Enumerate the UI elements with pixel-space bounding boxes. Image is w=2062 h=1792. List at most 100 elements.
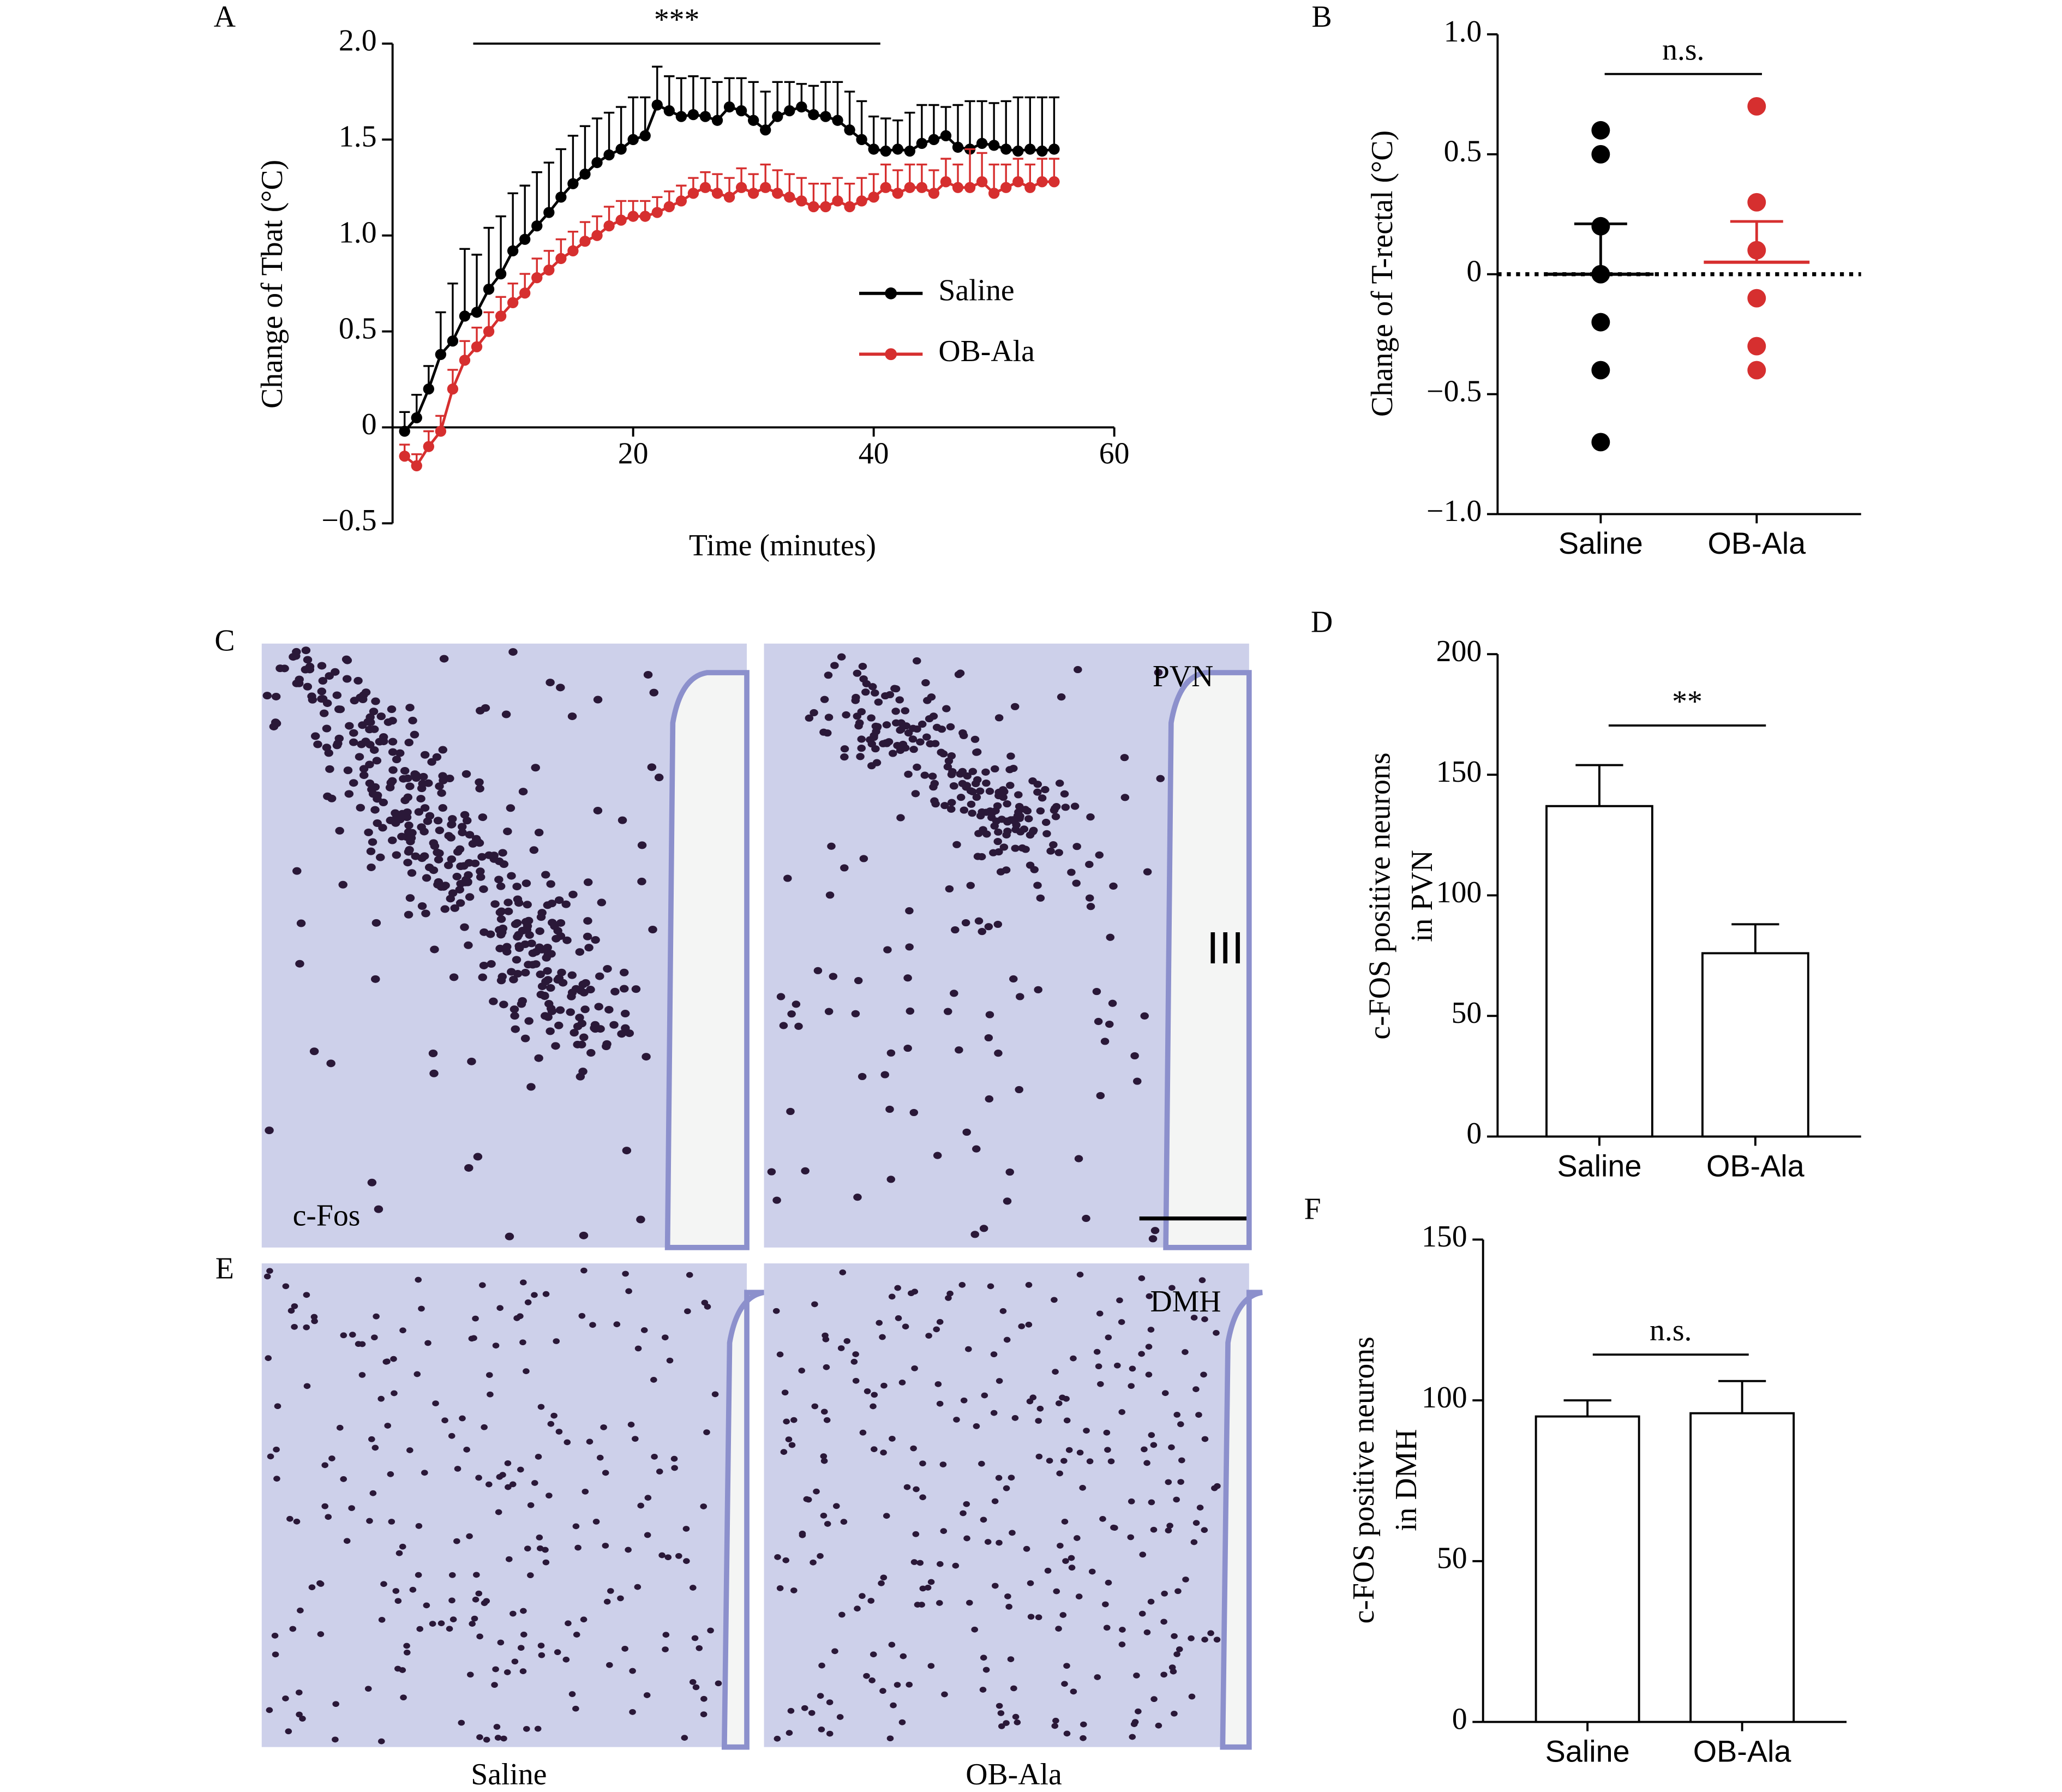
data-point	[519, 233, 531, 245]
stained-cell	[547, 900, 556, 908]
stained-cell	[644, 1495, 652, 1501]
stained-cell	[1201, 1316, 1208, 1322]
stained-cell	[459, 1415, 466, 1422]
stained-cell	[960, 1397, 968, 1404]
stained-cell	[1004, 1593, 1011, 1599]
stained-cell	[943, 1008, 952, 1015]
series-line	[403, 103, 1054, 433]
stained-cell	[1094, 1674, 1101, 1680]
y-axis-label: Change of Tbat (°C)	[255, 160, 289, 409]
stained-cell	[357, 740, 366, 748]
x-tick-label: 60	[1099, 437, 1130, 471]
stained-cell	[274, 1403, 281, 1410]
stained-cell	[1070, 1355, 1077, 1362]
stained-cell	[321, 1462, 328, 1469]
stained-cell	[512, 956, 522, 964]
data-point	[832, 115, 843, 126]
stained-cell	[1160, 1671, 1167, 1678]
stained-cell	[542, 1559, 550, 1566]
stained-cell	[874, 698, 883, 706]
stained-cell	[1055, 1626, 1062, 1632]
stained-cell	[920, 771, 930, 779]
stained-cell	[1070, 802, 1080, 810]
stained-cell	[377, 1395, 385, 1402]
stained-cell	[500, 1735, 507, 1742]
stained-cell	[1129, 1365, 1136, 1372]
stained-cell	[1161, 1390, 1169, 1397]
stained-cell	[335, 826, 344, 835]
stained-cell	[864, 1388, 871, 1394]
stained-cell	[780, 1449, 788, 1455]
stained-cell	[609, 1021, 619, 1029]
stained-cell	[648, 926, 657, 934]
stained-cell	[1088, 1568, 1096, 1575]
stained-cell	[997, 816, 1006, 823]
stained-cell	[1061, 804, 1070, 811]
stained-cell	[476, 706, 485, 715]
stained-cell	[989, 849, 998, 856]
data-point	[1747, 337, 1766, 356]
stained-cell	[629, 1668, 636, 1674]
stained-cell	[536, 970, 545, 979]
stained-cell	[338, 880, 347, 889]
data-point	[976, 137, 988, 149]
legend-marker	[885, 287, 897, 299]
stained-cell	[1014, 1719, 1021, 1725]
stained-cell	[906, 1681, 913, 1688]
stained-cell	[871, 1446, 878, 1452]
stained-cell	[972, 793, 981, 801]
y-tick-label: 0	[1452, 1702, 1467, 1736]
stained-cell	[970, 735, 980, 743]
stained-cell	[419, 828, 429, 836]
stained-cell	[507, 968, 516, 976]
stained-cell	[900, 1653, 907, 1659]
stained-cell	[520, 1632, 528, 1638]
stained-cell	[373, 1313, 380, 1320]
stained-cell	[910, 1559, 918, 1565]
stained-cell	[629, 1709, 636, 1715]
stained-cell	[946, 805, 956, 813]
stained-cell	[481, 1424, 488, 1430]
stained-cell	[367, 1178, 377, 1186]
stained-cell	[1061, 1681, 1068, 1687]
stained-cell	[495, 908, 505, 916]
stained-cell	[595, 972, 604, 980]
stained-cell	[509, 1610, 517, 1617]
stained-cell	[600, 1424, 607, 1430]
stained-cell	[519, 1668, 527, 1674]
stained-cell	[990, 1410, 998, 1416]
stained-cell	[350, 697, 359, 705]
data-point	[868, 143, 879, 155]
stained-cell	[392, 1588, 400, 1594]
stained-cell	[489, 997, 498, 1005]
stained-cell	[971, 1626, 978, 1633]
stained-cell	[703, 1429, 710, 1435]
stained-cell	[332, 741, 342, 750]
stained-cell	[493, 1724, 501, 1730]
stained-cell	[973, 748, 982, 756]
stained-cell	[331, 668, 340, 676]
stained-cell	[517, 1466, 524, 1473]
stained-cell	[1010, 1685, 1017, 1692]
data-point	[675, 111, 687, 122]
significance-label: n.s.	[1650, 1314, 1692, 1347]
stained-cell	[403, 859, 412, 867]
stained-cell	[602, 1543, 609, 1549]
stained-cell	[458, 1719, 465, 1726]
stained-cell	[966, 882, 975, 889]
stained-cell	[981, 1392, 988, 1399]
stained-cell	[457, 823, 467, 831]
stained-cell	[851, 1010, 860, 1017]
x-tick-label: OB-Ala	[1693, 1734, 1791, 1768]
stained-cell	[603, 964, 612, 973]
stained-cell	[854, 1605, 861, 1612]
stained-cell	[369, 1490, 377, 1496]
stained-cell	[904, 729, 913, 737]
data-point	[952, 141, 964, 153]
stained-cell	[625, 1547, 632, 1553]
stained-cell	[1100, 1038, 1110, 1045]
stained-cell	[675, 1553, 682, 1559]
stained-cell	[1192, 1386, 1200, 1392]
stained-cell	[524, 1545, 531, 1552]
stained-cell	[642, 1053, 651, 1061]
